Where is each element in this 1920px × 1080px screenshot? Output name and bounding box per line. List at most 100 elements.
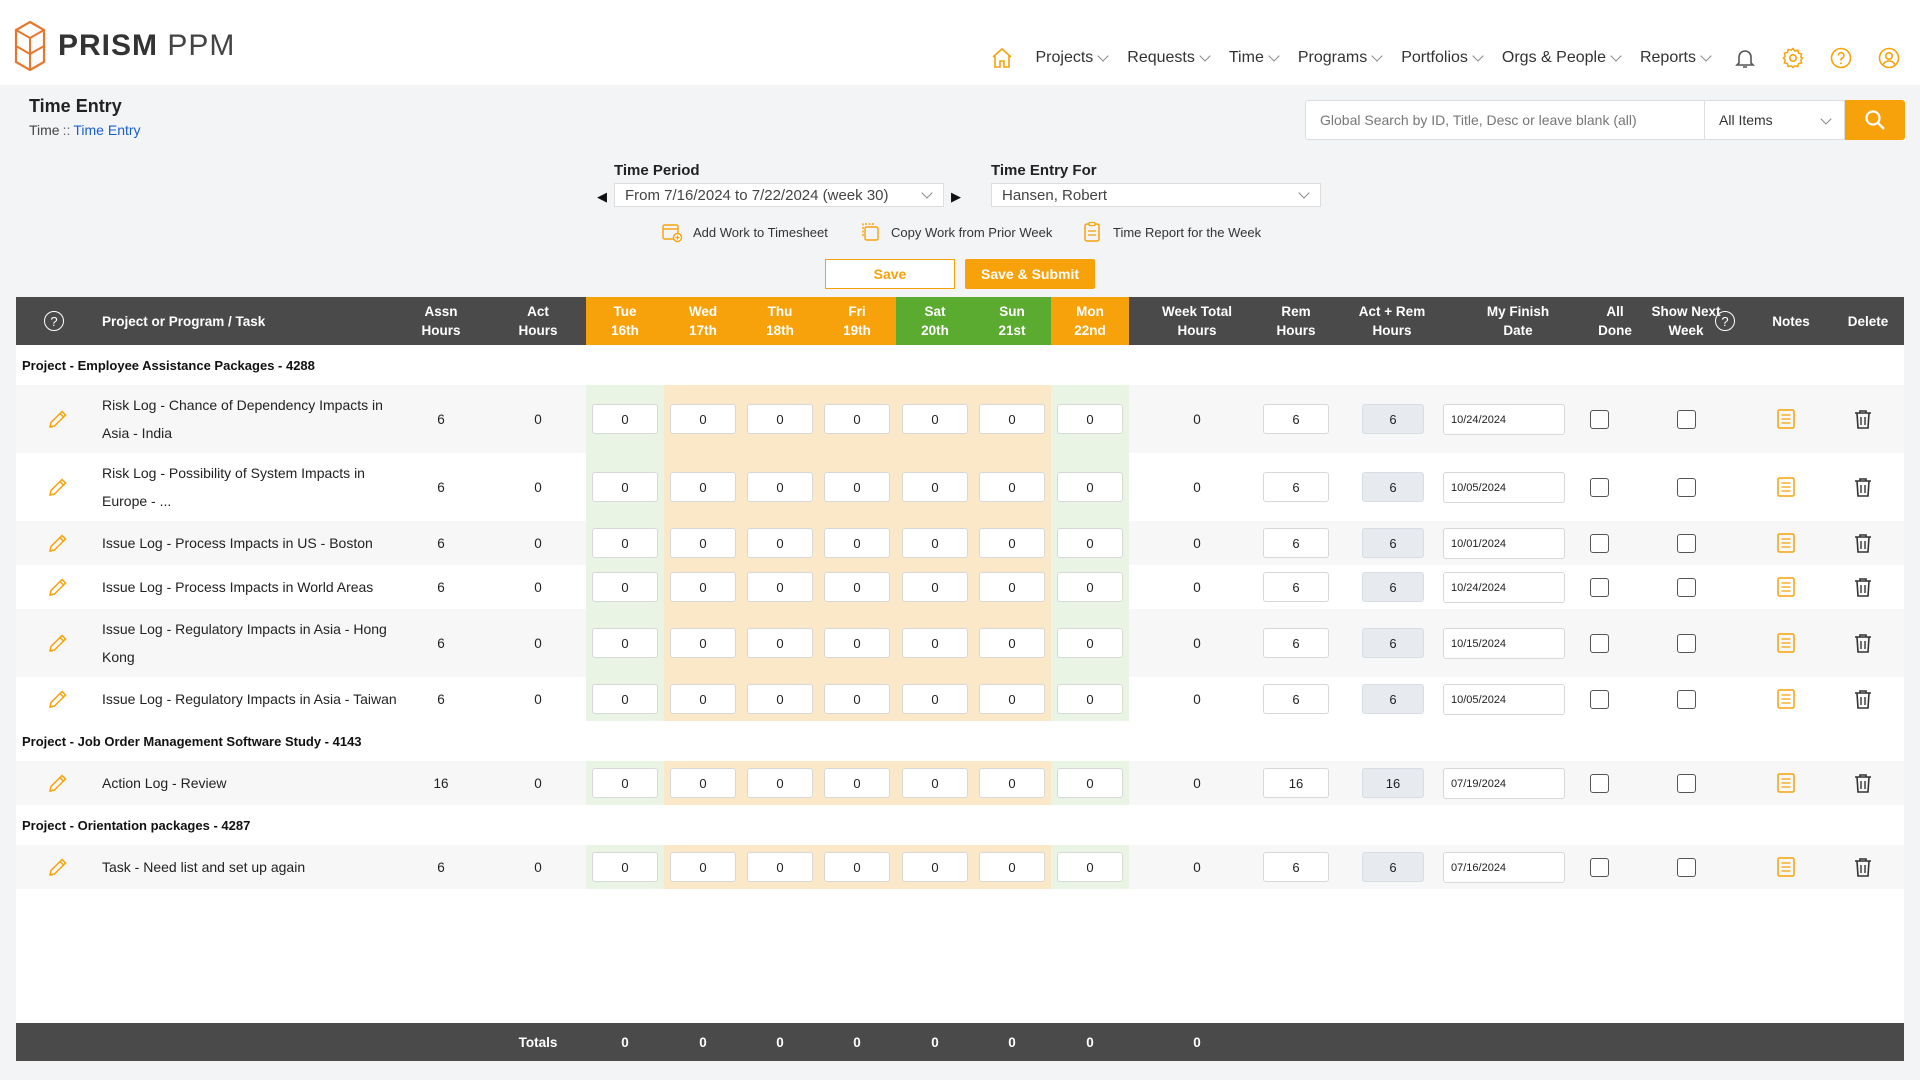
finish-date-input[interactable]: 10/01/2024 — [1443, 528, 1565, 559]
time-period-select[interactable]: From 7/16/2024 to 7/22/2024 (week 30) — [614, 183, 944, 207]
finish-date-input[interactable]: 10/05/2024 — [1443, 684, 1565, 715]
day-hours-input[interactable]: 0 — [1057, 628, 1123, 658]
finish-date-input[interactable]: 10/24/2024 — [1443, 572, 1565, 603]
day-hours-input[interactable]: 0 — [979, 628, 1045, 658]
finish-date-input[interactable]: 10/15/2024 — [1443, 628, 1565, 659]
next-week-arrow[interactable]: ▶ — [951, 189, 961, 204]
time-report-link[interactable]: Time Report for the Week — [1081, 221, 1261, 243]
nav-requests[interactable]: Requests — [1127, 49, 1211, 67]
day-hours-input[interactable]: 0 — [979, 472, 1045, 502]
day-hours-input[interactable]: 0 — [592, 684, 658, 714]
notes-icon[interactable] — [1774, 631, 1798, 655]
search-button[interactable] — [1845, 100, 1905, 140]
save-button[interactable]: Save — [825, 259, 955, 289]
day-hours-input[interactable]: 0 — [824, 404, 890, 434]
edit-pencil-icon[interactable] — [46, 687, 70, 711]
rem-hours-input[interactable]: 16 — [1263, 768, 1329, 798]
day-hours-input[interactable]: 0 — [1057, 472, 1123, 502]
day-hours-input[interactable]: 0 — [902, 684, 968, 714]
day-hours-input[interactable]: 0 — [747, 472, 813, 502]
help-icon[interactable]: ? — [44, 311, 64, 331]
task-name[interactable]: Action Log - Review — [102, 775, 227, 791]
day-hours-input[interactable]: 0 — [824, 684, 890, 714]
all-done-checkbox[interactable] — [1590, 858, 1609, 877]
day-hours-input[interactable]: 0 — [747, 684, 813, 714]
add-work-link[interactable]: Add Work to Timesheet — [661, 221, 828, 243]
show-next-week-checkbox[interactable] — [1677, 534, 1696, 553]
edit-pencil-icon[interactable] — [46, 475, 70, 499]
edit-pencil-icon[interactable] — [46, 575, 70, 599]
prev-week-arrow[interactable]: ◀ — [597, 189, 607, 204]
task-name[interactable]: Task - Need list and set up again — [102, 859, 306, 875]
day-hours-input[interactable]: 0 — [824, 628, 890, 658]
all-done-checkbox[interactable] — [1590, 774, 1609, 793]
trash-icon[interactable] — [1851, 687, 1875, 711]
task-name[interactable]: Issue Log - Regulatory Impacts in Asia -… — [102, 691, 397, 707]
nav-reports[interactable]: Reports — [1640, 49, 1712, 67]
day-hours-input[interactable]: 0 — [979, 404, 1045, 434]
task-name[interactable]: Issue Log - Process Impacts in US - Bost… — [102, 535, 373, 551]
day-hours-input[interactable]: 0 — [670, 472, 736, 502]
day-hours-input[interactable]: 0 — [979, 572, 1045, 602]
day-hours-input[interactable]: 0 — [824, 852, 890, 882]
day-hours-input[interactable]: 0 — [902, 628, 968, 658]
day-hours-input[interactable]: 0 — [1057, 404, 1123, 434]
day-hours-input[interactable]: 0 — [747, 404, 813, 434]
day-hours-input[interactable]: 0 — [592, 472, 658, 502]
day-hours-input[interactable]: 0 — [592, 768, 658, 798]
notes-icon[interactable] — [1774, 855, 1798, 879]
all-done-checkbox[interactable] — [1590, 534, 1609, 553]
global-search-input[interactable]: Global Search by ID, Title, Desc or leav… — [1305, 100, 1705, 140]
day-hours-input[interactable]: 0 — [979, 684, 1045, 714]
day-hours-input[interactable]: 0 — [670, 852, 736, 882]
day-hours-input[interactable]: 0 — [902, 404, 968, 434]
day-hours-input[interactable]: 0 — [747, 768, 813, 798]
save-submit-button[interactable]: Save & Submit — [965, 259, 1095, 289]
day-hours-input[interactable]: 0 — [670, 572, 736, 602]
notes-icon[interactable] — [1774, 687, 1798, 711]
rem-hours-input[interactable]: 6 — [1263, 852, 1329, 882]
day-hours-input[interactable]: 0 — [824, 528, 890, 558]
day-hours-input[interactable]: 0 — [670, 768, 736, 798]
day-hours-input[interactable]: 0 — [592, 852, 658, 882]
notes-icon[interactable] — [1774, 407, 1798, 431]
day-hours-input[interactable]: 0 — [824, 472, 890, 502]
show-next-week-checkbox[interactable] — [1677, 578, 1696, 597]
rem-hours-input[interactable]: 6 — [1263, 572, 1329, 602]
all-done-checkbox[interactable] — [1590, 478, 1609, 497]
trash-icon[interactable] — [1851, 771, 1875, 795]
day-hours-input[interactable]: 0 — [1057, 572, 1123, 602]
trash-icon[interactable] — [1851, 575, 1875, 599]
show-next-week-checkbox[interactable] — [1677, 690, 1696, 709]
all-done-checkbox[interactable] — [1590, 410, 1609, 429]
show-next-week-checkbox[interactable] — [1677, 774, 1696, 793]
show-next-week-checkbox[interactable] — [1677, 858, 1696, 877]
day-hours-input[interactable]: 0 — [592, 628, 658, 658]
trash-icon[interactable] — [1851, 855, 1875, 879]
day-hours-input[interactable]: 0 — [1057, 852, 1123, 882]
day-hours-input[interactable]: 0 — [902, 528, 968, 558]
edit-pencil-icon[interactable] — [46, 407, 70, 431]
day-hours-input[interactable]: 0 — [747, 572, 813, 602]
home-icon[interactable] — [989, 45, 1015, 71]
all-done-checkbox[interactable] — [1590, 690, 1609, 709]
nav-orgs-people[interactable]: Orgs & People — [1502, 49, 1622, 67]
day-hours-input[interactable]: 0 — [747, 628, 813, 658]
help-icon[interactable] — [1828, 45, 1854, 71]
all-done-checkbox[interactable] — [1590, 578, 1609, 597]
day-hours-input[interactable]: 0 — [1057, 528, 1123, 558]
rem-hours-input[interactable]: 6 — [1263, 472, 1329, 502]
search-scope-select[interactable]: All Items — [1705, 100, 1845, 140]
day-hours-input[interactable]: 0 — [902, 472, 968, 502]
finish-date-input[interactable]: 07/16/2024 — [1443, 852, 1565, 883]
day-hours-input[interactable]: 0 — [670, 684, 736, 714]
day-hours-input[interactable]: 0 — [592, 572, 658, 602]
bell-icon[interactable] — [1732, 45, 1758, 71]
task-name[interactable]: Issue Log - Process Impacts in World Are… — [102, 579, 374, 595]
nav-time[interactable]: Time — [1229, 49, 1280, 67]
task-name[interactable]: Issue Log - Regulatory Impacts in Asia -… — [102, 621, 387, 665]
rem-hours-input[interactable]: 6 — [1263, 684, 1329, 714]
time-entry-for-select[interactable]: Hansen, Robert — [991, 183, 1321, 207]
day-hours-input[interactable]: 0 — [747, 528, 813, 558]
notes-icon[interactable] — [1774, 531, 1798, 555]
